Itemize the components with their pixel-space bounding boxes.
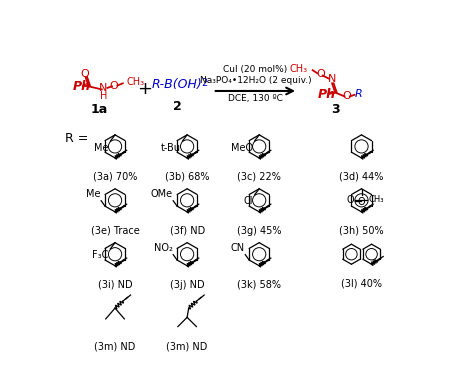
Text: Me: Me: [94, 142, 109, 152]
Text: N: N: [328, 74, 336, 85]
Text: 2: 2: [201, 78, 207, 88]
Text: 3: 3: [332, 103, 340, 116]
Text: (3d) 44%: (3d) 44%: [339, 172, 383, 182]
Text: (3k) 58%: (3k) 58%: [237, 279, 281, 290]
Text: CH₃: CH₃: [127, 77, 145, 87]
Text: +: +: [137, 80, 152, 98]
Text: (3a) 70%: (3a) 70%: [93, 172, 137, 182]
Text: Ph: Ph: [317, 88, 335, 101]
Text: (3j) ND: (3j) ND: [170, 279, 204, 290]
Text: O: O: [358, 197, 365, 207]
Text: R =: R =: [65, 132, 89, 145]
Text: CN: CN: [230, 243, 245, 253]
Text: N: N: [99, 83, 108, 93]
Text: (3g) 45%: (3g) 45%: [237, 226, 282, 236]
Text: O: O: [342, 91, 351, 102]
Text: (3f) ND: (3f) ND: [170, 226, 205, 236]
Text: O: O: [81, 69, 89, 79]
Text: (3m) ND: (3m) ND: [94, 341, 136, 351]
Text: Cl: Cl: [244, 196, 253, 207]
Text: t-Bu: t-Bu: [161, 142, 181, 152]
Text: R-B(OH): R-B(OH): [152, 78, 202, 91]
Text: O: O: [346, 195, 354, 205]
Text: O: O: [109, 81, 118, 91]
Text: NO₂: NO₂: [154, 243, 173, 253]
Text: Ph: Ph: [73, 80, 91, 93]
Text: O: O: [316, 69, 325, 79]
Text: F₃C: F₃C: [92, 251, 109, 261]
Text: (3h) 50%: (3h) 50%: [339, 226, 384, 236]
Text: DCE, 130 ºC: DCE, 130 ºC: [228, 94, 283, 103]
Text: 2: 2: [173, 100, 182, 113]
Text: CH₃: CH₃: [290, 64, 308, 74]
Text: MeO: MeO: [231, 142, 253, 152]
Text: CH₃: CH₃: [368, 195, 384, 204]
Text: (3e) Trace: (3e) Trace: [91, 226, 139, 236]
Text: H: H: [100, 91, 107, 101]
Text: 1a: 1a: [91, 103, 108, 116]
Text: (3b) 68%: (3b) 68%: [165, 172, 210, 182]
Text: (3i) ND: (3i) ND: [98, 279, 132, 290]
Text: OMe: OMe: [150, 189, 173, 199]
Text: Me: Me: [86, 189, 100, 199]
Text: (3m) ND: (3m) ND: [166, 341, 208, 351]
Text: Na₃PO₄•12H₂O (2 equiv.): Na₃PO₄•12H₂O (2 equiv.): [200, 76, 311, 85]
Text: (3l) 40%: (3l) 40%: [341, 278, 382, 288]
Text: (3c) 22%: (3c) 22%: [237, 172, 281, 182]
Text: CuI (20 mol%): CuI (20 mol%): [223, 65, 287, 74]
Text: R: R: [355, 89, 362, 99]
